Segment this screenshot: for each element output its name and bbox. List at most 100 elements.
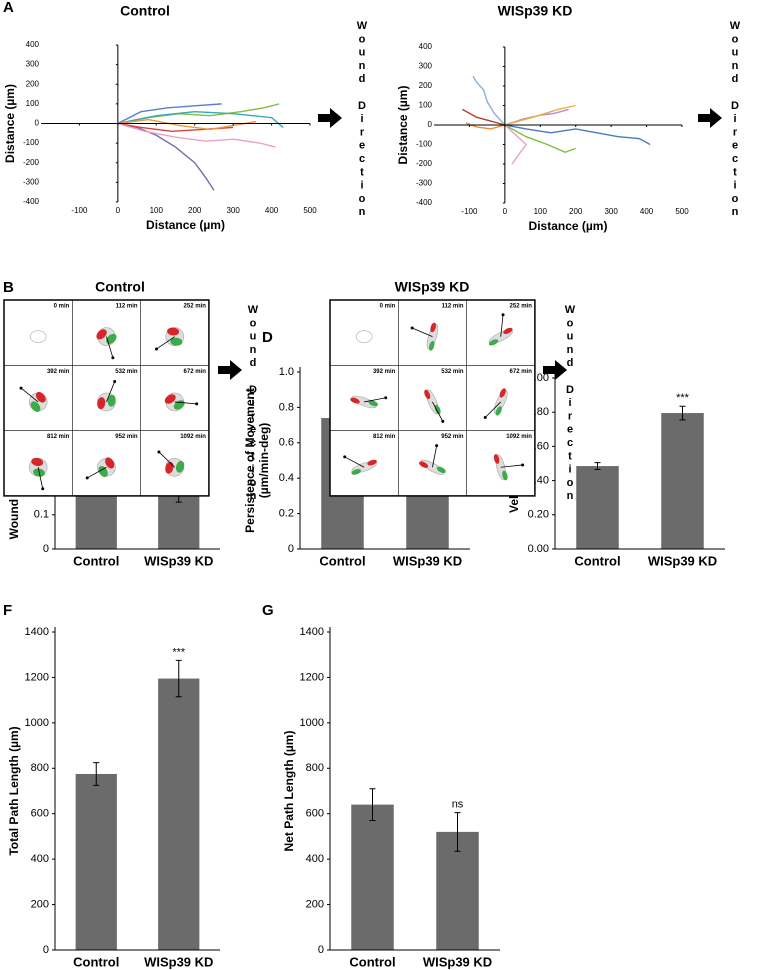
track <box>504 124 528 165</box>
y-axis-title: Distance (µm) <box>396 86 410 165</box>
bar <box>351 804 394 950</box>
motion-arrow-head <box>384 396 388 400</box>
panel-label: A <box>3 0 14 16</box>
cell-rear <box>419 461 429 468</box>
y-axis-title: Distance (µm) <box>3 84 17 163</box>
y-tick-label: 0 <box>428 120 433 129</box>
y-tick-label: 200 <box>26 79 40 88</box>
time-label: 812 min <box>47 434 70 440</box>
y-tick-label: 0 <box>43 944 49 956</box>
y-tick-label: 0 <box>288 543 294 555</box>
y-tick-label: 600 <box>31 808 49 820</box>
cell-front <box>495 406 502 416</box>
x-tick-label: WISp39 KD <box>144 553 213 568</box>
time-label: 532 min <box>115 369 138 375</box>
cell-front <box>488 339 499 346</box>
time-label: 812 min <box>373 434 396 440</box>
cell-outline <box>29 330 47 343</box>
x-tick-label: 200 <box>188 206 202 215</box>
cell-front <box>170 337 183 346</box>
axes <box>54 627 220 951</box>
track <box>117 103 222 125</box>
y-tick-label: 100 <box>419 101 433 110</box>
error-bar <box>679 405 686 421</box>
motion-arrow <box>484 401 502 418</box>
motion-arrow-head <box>111 356 115 360</box>
bar <box>576 466 619 549</box>
x-tick-label: 500 <box>675 207 689 216</box>
significance: *** <box>172 646 186 658</box>
y-tick-label: -200 <box>23 158 40 167</box>
time-label: 0 min <box>380 304 396 310</box>
cell-rear <box>35 391 46 403</box>
motion-arrow-head <box>113 380 117 384</box>
x-tick-label: 400 <box>640 207 654 216</box>
error-bar <box>175 659 182 698</box>
y-tick-label: 800 <box>306 762 324 774</box>
motion-arrow-head <box>157 450 161 454</box>
y-tick-label: -100 <box>416 140 433 149</box>
cell-front <box>368 400 379 407</box>
motion-arrow-head <box>19 386 23 390</box>
y-tick-label: -100 <box>23 138 40 147</box>
y-tick-label: 1400 <box>300 626 324 638</box>
track <box>117 118 257 131</box>
bar <box>661 413 704 549</box>
y-tick-label: 0 <box>318 944 324 956</box>
error-bar <box>594 462 601 470</box>
y-tick-label: 0.00 <box>528 543 549 555</box>
cell-rear <box>430 322 436 333</box>
motion-arrow-head <box>195 402 199 406</box>
cell-rear <box>503 327 513 335</box>
x-axis-title: Distance (µm) <box>529 219 608 233</box>
x-tick-label: 400 <box>265 206 279 215</box>
time-label: 1092 min <box>506 434 532 440</box>
motion-arrow-head <box>343 455 347 459</box>
y-tick-label: 1400 <box>25 626 49 638</box>
track <box>462 108 506 126</box>
y-tick-label: -300 <box>416 179 433 188</box>
y-tick-label: 400 <box>26 40 40 49</box>
wound-direction: Wound Direction <box>247 304 259 504</box>
y-tick-label: 0 <box>35 119 40 128</box>
cell-rear <box>424 389 431 400</box>
cell-rear <box>96 329 107 340</box>
cell-front <box>351 469 362 475</box>
y-tick-label: 400 <box>306 853 324 865</box>
direction-arrow <box>218 360 242 380</box>
y-tick-label: 800 <box>31 762 49 774</box>
x-tick-label: 500 <box>303 206 317 215</box>
cell-front <box>175 460 185 473</box>
y-axis-title: Total Path Length (µm) <box>7 726 21 855</box>
time-label: 392 min <box>47 369 70 375</box>
y-axis-title: Net Path Length (µm) <box>282 731 296 852</box>
motion-arrow <box>174 401 197 405</box>
track <box>504 124 576 154</box>
significance: ns <box>452 798 464 810</box>
y-tick-label: 0.1 <box>34 509 49 521</box>
motion-arrow-head <box>441 419 445 423</box>
cell-front <box>502 470 508 481</box>
y-tick-label: 0 <box>43 543 49 555</box>
x-tick-label: 300 <box>604 207 618 216</box>
wound-direction: Wound Direction <box>356 20 368 220</box>
time-label: 112 min <box>442 304 464 310</box>
x-tick-label: -100 <box>461 207 478 216</box>
time-label: 0 min <box>54 304 70 310</box>
cell-rear <box>350 397 360 404</box>
time-label: 532 min <box>441 369 464 375</box>
panel-label: G <box>262 602 274 619</box>
track <box>504 104 576 126</box>
motion-arrow <box>412 327 433 338</box>
cell-rear <box>493 454 500 464</box>
chart-title: WISp39 KD <box>498 3 573 19</box>
x-tick-label: Control <box>319 553 365 568</box>
y-tick-label: 300 <box>419 62 433 71</box>
chart-title: Control <box>120 3 170 19</box>
y-tick-label: 200 <box>306 898 324 910</box>
motion-arrow <box>37 467 44 489</box>
panel-label: D <box>262 329 273 346</box>
x-tick-label: -100 <box>71 206 88 215</box>
